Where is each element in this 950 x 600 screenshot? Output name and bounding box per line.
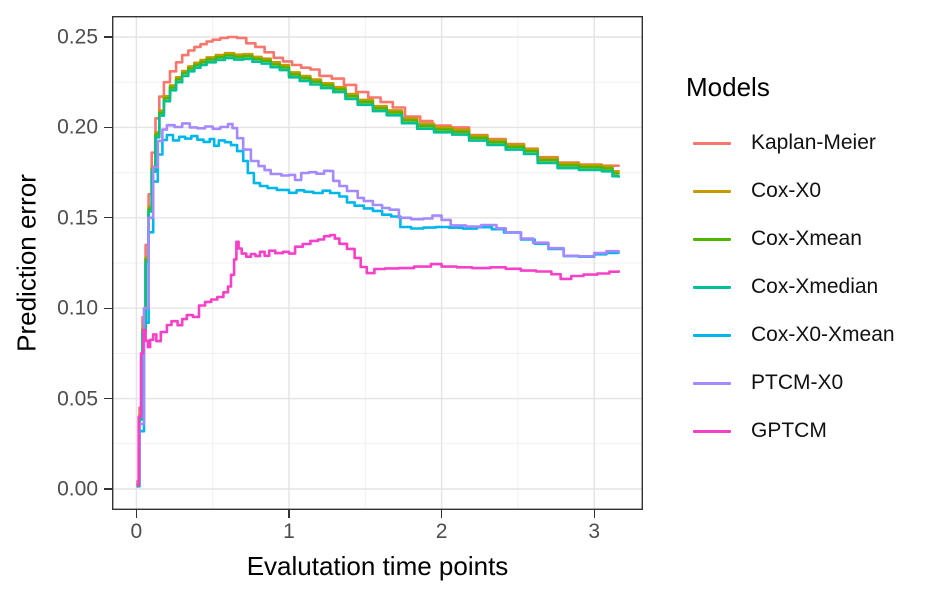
x-axis-tick-label: 1 xyxy=(283,520,295,543)
y-axis-tick xyxy=(104,488,112,490)
y-axis-title: Prediction error xyxy=(11,174,42,352)
series-line-ptcm-x0 xyxy=(136,122,620,485)
legend-item-cox-xmedian: Cox-Xmedian xyxy=(684,263,895,311)
legend-key-line-ptcm-x0 xyxy=(693,381,731,385)
x-axis-tick xyxy=(440,510,443,518)
y-axis-tick-label: 0.10 xyxy=(57,296,98,320)
legend-key-line-cox-x0 xyxy=(693,189,731,193)
y-axis-tick-label: 0.00 xyxy=(57,477,98,501)
plot-panel xyxy=(112,16,643,510)
series-line-kaplan-meier xyxy=(136,35,620,485)
x-axis-tick xyxy=(288,510,290,518)
series-line-cox-x0 xyxy=(136,51,620,483)
legend-key-line-gptcm xyxy=(693,429,731,433)
x-axis-tick-label: 0 xyxy=(130,520,143,543)
legend-item-cox-x0: Cox-X0 xyxy=(684,167,895,215)
x-axis-tick-label: 3 xyxy=(588,520,601,543)
series-line-gptcm xyxy=(136,233,620,487)
y-axis-tick xyxy=(104,397,112,400)
legend-item-label: GPTCM xyxy=(751,419,827,443)
y-axis-tick xyxy=(104,307,112,309)
legend-item-gptcm: GPTCM xyxy=(684,407,895,455)
legend-item-ptcm-x0: PTCM-X0 xyxy=(684,359,895,407)
x-axis-tick-label: 2 xyxy=(435,520,448,543)
series-line-cox-x0-xmean xyxy=(136,133,620,485)
y-axis-tick-label: 0.25 xyxy=(57,25,98,49)
panel-border xyxy=(112,16,643,510)
y-axis-tick-label: 0.05 xyxy=(57,387,98,411)
x-axis-tick xyxy=(135,510,138,518)
legend-item-label: Cox-X0 xyxy=(751,179,822,203)
legend: Models Kaplan-Meier Cox-X0 Cox-Xmean Cox-Xm… xyxy=(684,72,895,455)
legend-item-label: PTCM-X0 xyxy=(751,371,844,395)
legend-item-cox-x0-xmean: Cox-X0-Xmean xyxy=(684,311,895,359)
legend-item-label: Cox-Xmean xyxy=(751,227,862,251)
legend-item-label: Cox-X0-Xmean xyxy=(751,323,895,347)
y-axis-tick-label: 0.20 xyxy=(57,115,98,139)
plot-area-svg xyxy=(112,16,643,510)
legend-title: Models xyxy=(686,72,770,102)
x-axis-tick xyxy=(593,510,595,518)
y-axis-tick xyxy=(104,36,112,38)
y-axis-tick xyxy=(104,217,112,219)
legend-key-line-cox-x0-xmean xyxy=(693,333,731,337)
legend-item-label: Cox-Xmedian xyxy=(751,275,879,299)
x-axis-title: Evalutation time points xyxy=(246,551,509,581)
legend-key-line-cox-xmedian xyxy=(693,285,731,289)
legend-item-label: Kaplan-Meier xyxy=(751,131,876,155)
y-axis-tick xyxy=(104,126,112,129)
legend-key-line-cox-xmean xyxy=(693,237,731,241)
legend-items: Kaplan-Meier Cox-X0 Cox-Xmean Cox-Xmedian Co… xyxy=(684,119,895,455)
series-line-cox-xmedian xyxy=(136,56,620,488)
legend-item-cox-xmean: Cox-Xmean xyxy=(684,215,895,263)
y-axis-tick-label: 0.15 xyxy=(57,206,98,230)
legend-key-line-kaplan-meier xyxy=(693,141,731,145)
legend-item-kaplan-meier: Kaplan-Meier xyxy=(684,119,895,167)
